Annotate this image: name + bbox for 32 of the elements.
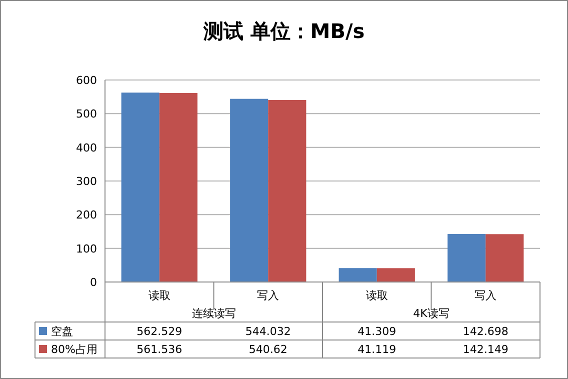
data-label: 41.309 [358,325,396,338]
legend-label: 80%占用 [51,343,98,356]
x-tick-label: 写入 [474,289,497,302]
bar [486,234,524,282]
y-tick-label: 400 [76,141,97,154]
x-tick-label: 读取 [366,289,388,302]
y-tick-label: 600 [76,74,97,87]
text: 4K读写 [413,307,450,320]
bar [268,100,306,282]
data-label: 562.529 [136,325,182,338]
data-label: 142.698 [462,325,508,338]
data-label: 540.62 [248,343,288,356]
x-tick-label: 读取 [148,289,170,302]
y-tick-label: 200 [76,208,97,222]
data-label: 544.032 [245,325,291,338]
bar [230,98,268,282]
bar [338,268,377,282]
y-tick-label: 100 [76,242,97,256]
y-tick-label: 500 [76,108,97,121]
bar [159,92,198,282]
chart-title: 测试 单位：MB/s [202,19,365,43]
y-tick-label: 300 [76,175,97,188]
bar [121,92,160,282]
legend-label: 空盘 [51,325,73,338]
data-label: 561.536 [136,343,182,356]
bar [376,268,415,282]
data-label: 142.149 [462,343,508,356]
data-label: 41.119 [358,343,396,356]
text: 连续读写 [192,307,236,320]
x-tick-label: 写入 [257,289,280,302]
bar [448,234,486,282]
y-tick-label: 0 [90,276,97,289]
